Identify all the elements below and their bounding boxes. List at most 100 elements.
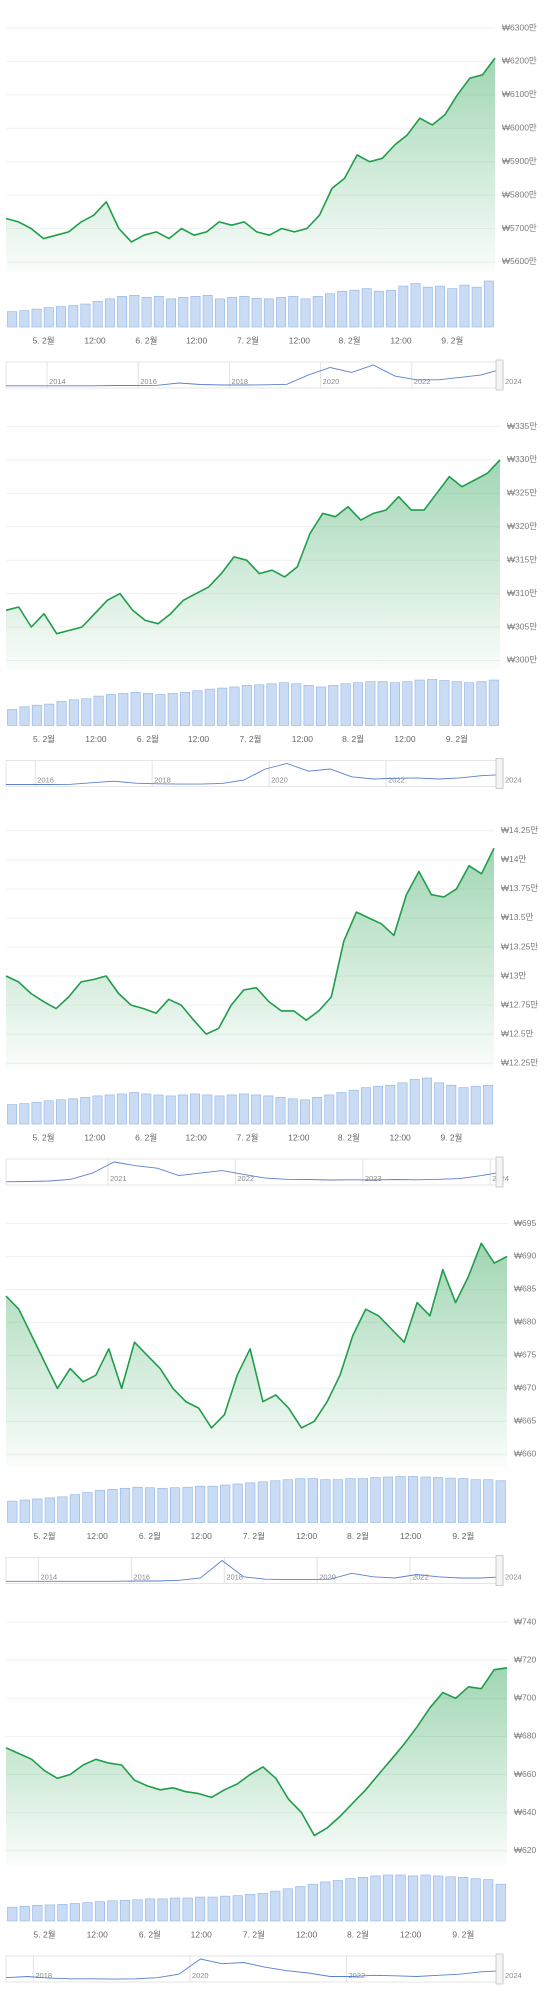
volume-bar — [373, 290, 384, 328]
volume-bar — [43, 307, 54, 328]
x-tick-label: 6. 2월 — [135, 1132, 157, 1142]
volume-bar — [483, 1479, 494, 1523]
volume-bar — [464, 682, 475, 726]
volume-bar — [434, 1082, 445, 1125]
volume-bar — [55, 1099, 66, 1125]
volume-bar — [295, 1886, 306, 1922]
volume-bar — [320, 1881, 331, 1922]
volume-bar — [427, 679, 438, 726]
volume-bar — [263, 298, 274, 328]
x-tick-label: 12:00 — [390, 335, 412, 345]
x-tick-label: 12:00 — [296, 1531, 318, 1541]
x-tick-label: 12:00 — [84, 1132, 106, 1142]
y-tick-label: ₩6200만 — [502, 56, 537, 66]
x-tick-label: 12:00 — [394, 734, 416, 744]
y-tick-label: ₩300만 — [507, 655, 537, 665]
volume-bar — [386, 289, 397, 328]
y-tick-label: ₩740 — [514, 1616, 536, 1626]
x-tick-label: 12:00 — [188, 734, 210, 744]
y-tick-label: ₩315만 — [507, 554, 537, 564]
volume-bar — [80, 303, 91, 328]
volume-bar — [119, 1900, 131, 1922]
volume-bar — [56, 701, 67, 726]
volume-bar — [433, 1477, 444, 1523]
x-tick-label: 8. 2월 — [347, 1531, 369, 1541]
volume-bar — [402, 681, 413, 726]
navigator-frame — [5, 760, 504, 787]
volume-bar — [357, 1478, 369, 1523]
volume-bar — [270, 1890, 281, 1922]
volume-bar — [155, 694, 166, 726]
volume-bar — [204, 688, 215, 726]
x-tick-label: 12:00 — [400, 1531, 422, 1541]
navigator-handle — [495, 359, 504, 391]
y-tick-label: ₩620 — [514, 1845, 536, 1855]
volume-bar — [408, 1875, 419, 1922]
volume-bar — [307, 1883, 318, 1922]
x-tick-label: 7. 2월 — [243, 1929, 265, 1939]
price-line — [5, 459, 501, 635]
x-tick-label: 6. 2월 — [137, 734, 159, 744]
volume-bar — [245, 1894, 256, 1922]
volume-bar — [410, 283, 421, 328]
volume-bar — [239, 296, 250, 328]
x-tick-label: 7. 2월 — [237, 335, 259, 345]
volume-bar — [220, 1484, 231, 1523]
volume-bar — [336, 1092, 347, 1125]
volume-bar — [132, 1899, 143, 1922]
volume-bar — [94, 1901, 105, 1922]
volume-bar — [141, 1093, 152, 1125]
price-line — [5, 1667, 508, 1837]
x-tick-label: 5. 2월 — [33, 734, 55, 744]
volume-bar — [408, 1476, 419, 1523]
volume-bar — [433, 1875, 444, 1922]
volume-bar — [104, 1094, 115, 1125]
volume-bar — [278, 682, 289, 726]
x-tick-label: 12:00 — [191, 1531, 213, 1541]
x-tick-label: 12:00 — [186, 335, 208, 345]
price-area — [6, 1667, 507, 1866]
volume-bar — [361, 288, 372, 328]
volume-bar — [56, 306, 66, 328]
volume-bar — [144, 1898, 156, 1922]
volume-bar — [180, 692, 191, 726]
volume-bar — [202, 295, 213, 328]
volume-bar — [470, 1085, 481, 1125]
volume-bar — [420, 1874, 431, 1922]
navigator-year: 2014 — [41, 1572, 58, 1581]
volume-bar — [488, 679, 499, 726]
volume-bar — [483, 1879, 494, 1922]
volume-bar — [337, 290, 348, 328]
x-tick-label: 6. 2월 — [135, 335, 157, 345]
x-tick-label: 7. 2월 — [236, 1132, 258, 1142]
volume-bar — [107, 1900, 118, 1922]
volume-bar — [80, 1097, 91, 1125]
x-tick-label: 9. 2월 — [452, 1531, 474, 1541]
volume-bar — [476, 681, 487, 726]
y-tick-label: ₩12.25만 — [501, 1057, 538, 1067]
volume-bar — [266, 683, 277, 726]
volume-bar — [32, 1498, 43, 1523]
navigator-year: 2024 — [505, 775, 522, 784]
volume-bar — [170, 1487, 181, 1523]
volume-bar — [345, 1478, 356, 1523]
navigator-year: 2024 — [505, 1572, 522, 1581]
volume-bar — [44, 1904, 55, 1922]
volume-bar — [328, 685, 339, 726]
volume-bar — [382, 1874, 394, 1922]
x-tick-label: 12:00 — [191, 1929, 213, 1939]
volume-bar — [7, 709, 18, 726]
volume-bar — [357, 1877, 369, 1922]
volume-bar — [495, 1883, 506, 1922]
navigator-year: 2022 — [388, 775, 405, 784]
navigator-handle — [495, 1555, 504, 1586]
y-tick-label: ₩13만 — [501, 970, 526, 980]
x-tick-label: 9. 2월 — [440, 1132, 462, 1142]
x-tick-label: 7. 2월 — [239, 734, 261, 744]
navigator-year: 2023 — [365, 1174, 382, 1183]
volume-bar — [251, 298, 262, 328]
volume-bar — [282, 1888, 293, 1922]
volume-bar — [312, 296, 323, 328]
x-tick-label: 9. 2월 — [441, 335, 463, 345]
price-line — [5, 57, 496, 243]
